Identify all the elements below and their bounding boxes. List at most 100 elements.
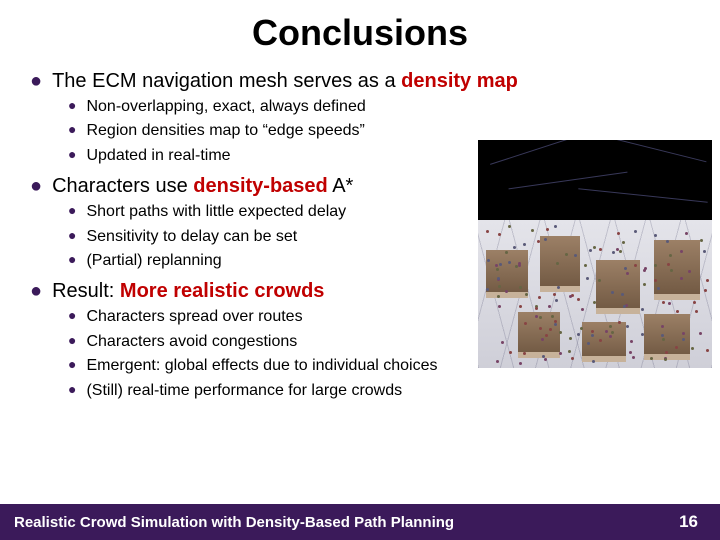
agent-dot [612,251,615,254]
agent-dot [519,305,522,308]
agent-dot [699,332,702,335]
bullet-text: Emergent: global effects due to individu… [86,355,437,377]
bullet-icon: ● [68,380,76,400]
agent-dot [577,298,580,301]
agent-dot [555,299,558,302]
agent-dot [539,316,542,319]
bullet-text: Characters use density-based A* [52,173,353,199]
agent-dot [519,286,522,289]
agent-dot [553,293,556,296]
building [654,240,700,300]
agent-dot [538,296,541,299]
bullet-icon: ● [68,250,76,270]
agent-dot [621,293,624,296]
bullet-icon: ● [30,173,42,199]
bullet-text: (Still) real-time performance for large … [86,380,402,402]
agent-dot [611,291,614,294]
bullet-text: (Partial) replanning [86,250,221,272]
agent-dot [669,254,672,257]
bullet-text: Region densities map to “edge speeds” [86,120,364,142]
bullet-icon: ● [30,68,42,94]
agent-dot [618,321,621,324]
agent-dot [498,285,501,288]
agent-dot [623,305,626,308]
agent-dot [634,264,637,267]
agent-dot [632,356,635,359]
agent-dot [593,246,596,249]
bullet-text: Characters spread over routes [86,306,302,328]
agent-dot [531,229,534,232]
bullet-l2: ● (Still) real-time performance for large… [68,380,700,402]
agent-dot [685,232,688,235]
agent-dot [569,337,572,340]
agent-dot [580,327,583,330]
agent-dot [650,357,653,360]
bullet-icon: ● [68,120,76,140]
bullet-text: Updated in real-time [86,145,230,167]
agent-dot [682,332,685,335]
agent-dot [619,250,622,253]
agent-dot [505,290,508,293]
bullet-text: Characters avoid congestions [86,331,297,353]
footer-page-number: 16 [679,512,698,532]
agent-dot [609,325,612,328]
bullet-icon: ● [68,96,76,116]
bullet-icon: ● [68,145,76,165]
agent-dot [548,305,551,308]
bullet-icon: ● [68,306,76,326]
slide-content: ●The ECM navigation mesh serves as a den… [0,62,720,504]
bullet-text: Sensitivity to delay can be set [86,226,297,248]
agent-dot [569,295,572,298]
agent-dot [535,315,538,318]
agent-dot [554,323,557,326]
bullet-l2: ● Non-overlapping, exact, always defined [68,96,700,118]
bullet-icon: ● [68,201,76,221]
agent-dot [581,308,584,311]
agent-dot [654,234,657,237]
agent-dot [680,277,683,280]
agent-dot [513,246,516,249]
bullet-text: Result: More realistic crowds [52,278,324,304]
agent-dot [592,360,595,363]
agent-dot [571,357,574,360]
agent-dot [634,230,637,233]
agent-dot [657,287,660,290]
agent-dot [541,338,544,341]
bullet-icon: ● [68,355,76,375]
agent-dot [557,286,560,289]
agent-dot [700,239,703,242]
building [540,236,580,292]
agent-dot [591,330,594,333]
agent-dot [664,358,667,361]
slide-footer: Realistic Crowd Simulation with Density-… [0,504,720,540]
figure-sky [478,140,712,220]
agent-dot [695,310,698,313]
bullet-icon: ● [68,331,76,351]
bullet-icon: ● [68,226,76,246]
bullet-icon: ● [30,278,42,304]
agent-dot [626,272,629,275]
agent-dot [559,352,562,355]
agent-dot [617,232,620,235]
building [596,260,640,314]
agent-dot [525,293,528,296]
agent-dot [654,264,657,267]
footer-title: Realistic Crowd Simulation with Density-… [14,514,454,531]
bullet-text: Short paths with little expected delay [86,201,346,223]
agent-dot [665,351,668,354]
agent-dot [495,264,498,267]
agent-dot [508,225,511,228]
slide-title: Conclusions [0,0,720,62]
agent-dot [498,305,501,308]
agent-dot [611,331,614,334]
agent-dot [704,289,707,292]
agent-dot [584,264,587,267]
agent-dot [662,301,665,304]
agent-dot [518,262,521,265]
bullet-text: The ECM navigation mesh serves as a dens… [52,68,518,94]
agent-dot [644,267,647,270]
bullet-l1: ● The ECM navigation mesh serves as a den… [30,68,700,94]
bullet-text: Non-overlapping, exact, always defined [86,96,365,118]
agent-dot [544,238,547,241]
agent-dot [486,230,489,233]
